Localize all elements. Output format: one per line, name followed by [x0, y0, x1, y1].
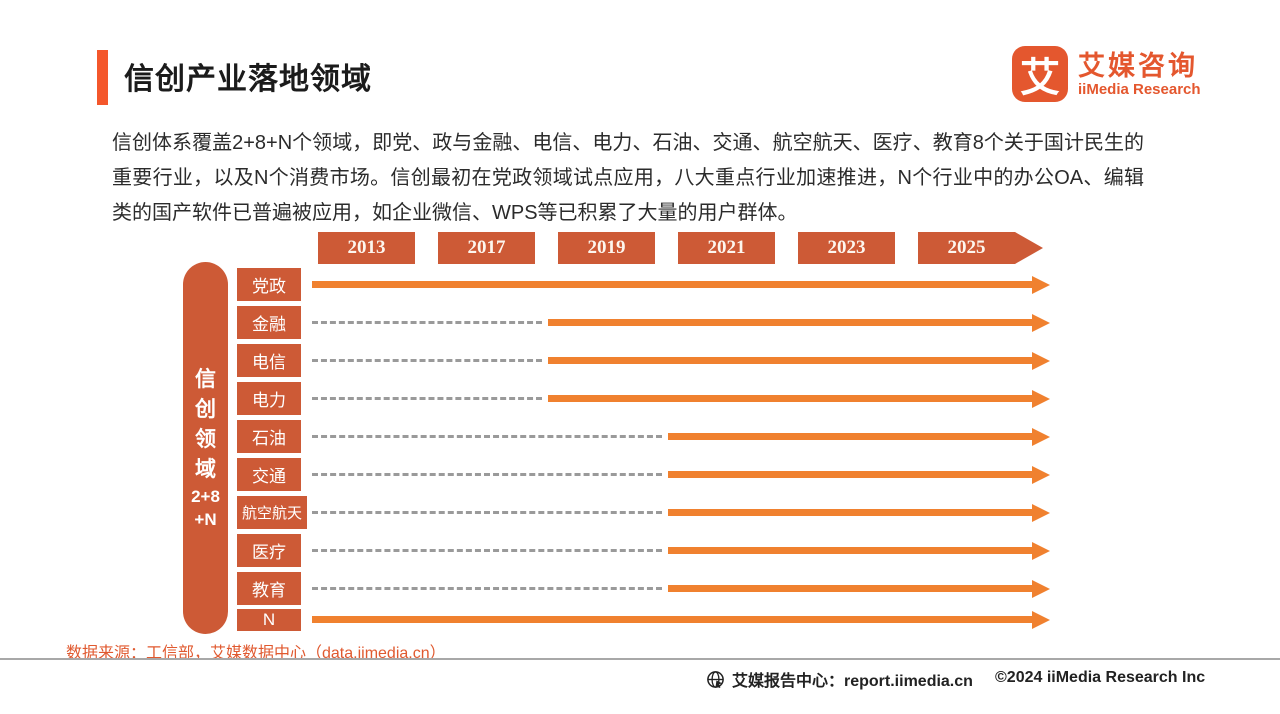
- arrow-head-icon: [1032, 427, 1050, 446]
- arrow-head-icon: [1032, 541, 1050, 560]
- dashed-segment: [312, 396, 542, 400]
- title-accent-bar: [97, 50, 108, 105]
- year-box-2023: 2023: [798, 232, 895, 264]
- year-box-2025: 2025: [918, 232, 1043, 264]
- arrow-bar: [668, 584, 1032, 592]
- arrow-head-icon: [1032, 579, 1050, 598]
- iimedia-logo: 艾 艾媒咨询 iiMedia Research: [1012, 46, 1201, 102]
- logo-name-en: iiMedia Research: [1078, 80, 1201, 98]
- arrow-head-icon: [1032, 503, 1050, 522]
- axis-capsule-line: 2+8: [191, 487, 220, 506]
- logo-mark-icon: 艾: [1012, 46, 1068, 102]
- arrow-head-icon: [1032, 275, 1050, 294]
- dashed-segment: [312, 510, 662, 514]
- footer-report-center: 艾媒报告中心：report.iimedia.cn: [706, 667, 973, 691]
- axis-capsule-line: 域: [195, 458, 216, 481]
- row-label-10: N: [237, 609, 301, 631]
- year-box-2021: 2021: [678, 232, 775, 264]
- arrow-bar: [548, 356, 1032, 364]
- dashed-segment: [312, 586, 662, 590]
- row-label-7: 航空航天: [237, 496, 307, 529]
- row-label-4: 电力: [237, 382, 301, 415]
- row-label-9: 教育: [237, 572, 301, 605]
- arrow-bar: [548, 394, 1032, 402]
- arrow-bar: [668, 432, 1032, 440]
- arrow-bar: [312, 280, 1032, 288]
- row-label-1: 党政: [237, 268, 301, 301]
- arrow-bar: [668, 470, 1032, 478]
- arrow-bar: [668, 508, 1032, 516]
- footer: 艾媒报告中心：report.iimedia.cn ©2024 iiMedia R…: [0, 665, 1280, 695]
- dashed-segment: [312, 434, 662, 438]
- data-source: 数据来源：工信部，艾媒数据中心（data.iimedia.cn）: [66, 645, 446, 662]
- axis-capsule-line: 创: [195, 398, 216, 421]
- page-title: 信创产业落地领域: [124, 63, 372, 96]
- axis-capsule-line: +N: [194, 510, 217, 529]
- row-label-8: 医疗: [237, 534, 301, 567]
- axis-capsule: 信创领域 2+8 +N: [183, 262, 228, 634]
- dashed-segment: [312, 358, 542, 362]
- axis-capsule-line: 信: [195, 368, 216, 391]
- logo-name-cn: 艾媒咨询: [1078, 50, 1198, 81]
- arrow-head-icon: [1032, 313, 1050, 332]
- footer-divider: [0, 658, 1280, 660]
- footer-report-text: 艾媒报告中心：report.iimedia.cn: [732, 673, 973, 690]
- arrow-head-icon: [1032, 389, 1050, 408]
- dashed-segment: [312, 548, 662, 552]
- row-label-3: 电信: [237, 344, 301, 377]
- footer-copyright: ©2024 iiMedia Research Inc: [995, 669, 1206, 686]
- arrow-head-icon: [1032, 611, 1050, 629]
- dashed-segment: [312, 320, 542, 324]
- arrow-bar: [548, 318, 1032, 326]
- arrow-head-icon: [1032, 465, 1050, 484]
- row-label-5: 石油: [237, 420, 301, 453]
- year-box-2013: 2013: [318, 232, 415, 264]
- row-label-2: 金融: [237, 306, 301, 339]
- axis-capsule-line: 领: [195, 428, 216, 451]
- row-label-6: 交通: [237, 458, 301, 491]
- globe-icon: [706, 670, 725, 689]
- arrow-bar: [668, 546, 1032, 554]
- intro-paragraph: 信创体系覆盖2+8+N个领域，即党、政与金融、电信、电力、石油、交通、航空航天、…: [112, 132, 1144, 224]
- dashed-segment: [312, 472, 662, 476]
- year-box-2019: 2019: [558, 232, 655, 264]
- arrow-head-icon: [1032, 351, 1050, 370]
- logo-text: 艾媒咨询 iiMedia Research: [1078, 51, 1201, 98]
- year-box-2017: 2017: [438, 232, 535, 264]
- arrow-bar: [312, 616, 1032, 623]
